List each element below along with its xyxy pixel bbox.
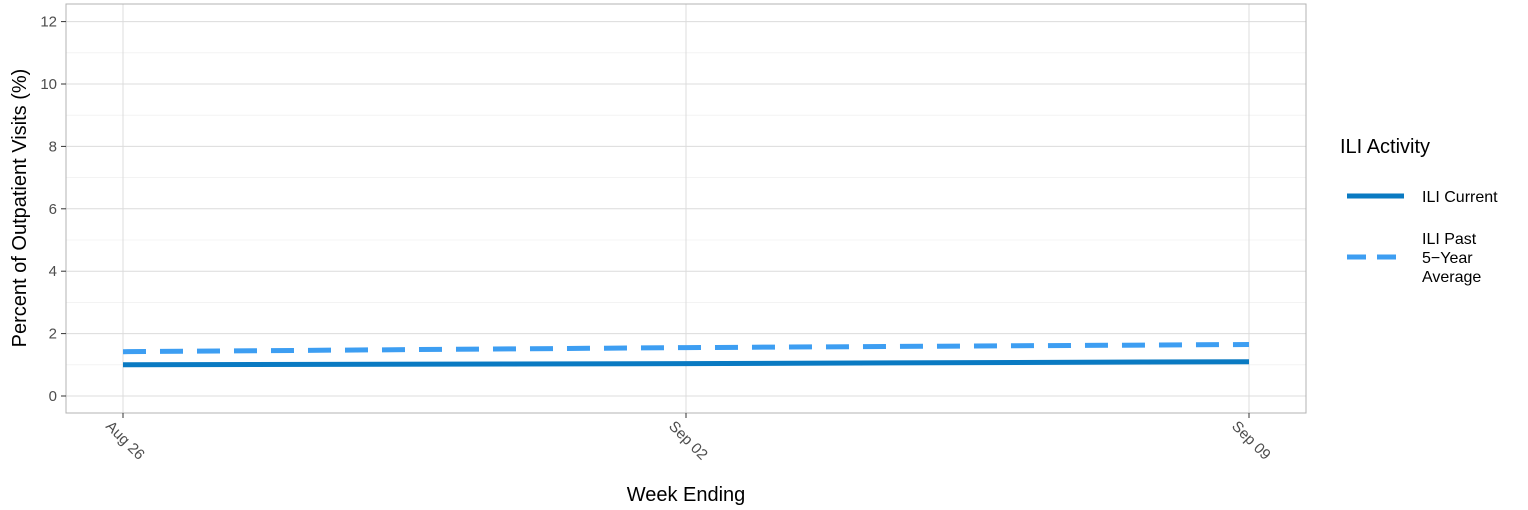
y-tick-label: 0 [49, 388, 57, 405]
series-lines [122, 342, 1250, 368]
y-tick-label: 10 [40, 76, 57, 93]
x-tick-label: Aug 26 [102, 418, 148, 464]
x-tick-label: Sep 02 [665, 418, 711, 464]
x-tick-label: Sep 09 [1228, 418, 1274, 464]
series-line-2 [122, 342, 1250, 355]
y-tick-label: 2 [49, 326, 57, 343]
y-tick-label: 4 [49, 263, 57, 280]
legend-label-1: ILI Current [1422, 189, 1498, 206]
legend-label-line: 5−Year [1422, 250, 1473, 267]
x-axis-title: Week Ending [627, 484, 746, 506]
legend-items: ILI Current ILI Past 5−Year Average [1347, 189, 1498, 286]
y-tick-label: 8 [49, 138, 57, 155]
legend-title: ILI Activity [1340, 136, 1430, 158]
legend-label-line: Average [1422, 269, 1481, 286]
legend-label-line: ILI Current [1422, 189, 1498, 206]
y-axis-title: Percent of Outpatient Visits (%) [9, 69, 31, 348]
legend-label-2: ILI Past 5−Year Average [1422, 231, 1481, 286]
legend: ILI Activity ILI Current ILI Past 5−Year Av… [1340, 136, 1498, 286]
y-tick-label: 6 [49, 201, 57, 218]
legend-label-line: ILI Past [1422, 231, 1477, 248]
y-tick-label: 12 [40, 14, 57, 31]
series-line-1 [122, 359, 1250, 368]
grid-lines [66, 4, 1306, 413]
